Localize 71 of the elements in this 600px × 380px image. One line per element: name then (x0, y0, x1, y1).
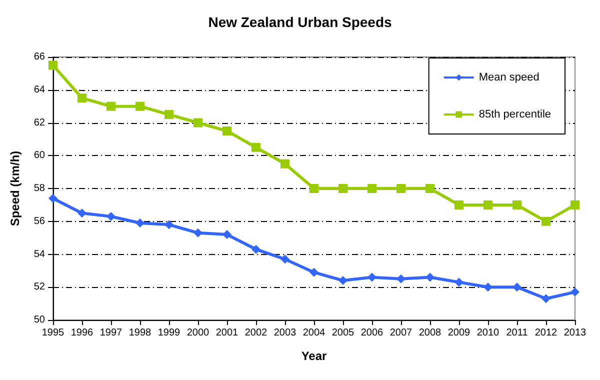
point (136, 102, 144, 111)
x-tick-label: 1998 (128, 328, 152, 338)
x-tick-label: 2007 (390, 328, 413, 338)
point (368, 184, 376, 193)
point (164, 220, 174, 230)
point (252, 142, 260, 152)
point (252, 244, 260, 254)
chart-title: New Zealand Urban Speeds (208, 14, 392, 30)
point (454, 278, 464, 287)
x-tick-label: 2012 (534, 328, 558, 338)
y-tick-label: 50 (34, 314, 46, 326)
point (48, 194, 58, 203)
y-tick-label: 64 (34, 84, 46, 96)
y-tick-label: 66 (34, 52, 46, 62)
x-tick-label: 2010 (476, 328, 500, 338)
point (396, 184, 406, 193)
point (542, 294, 550, 304)
legend-label: Mean speed (478, 72, 540, 84)
point (338, 184, 348, 193)
x-tick-label: 1997 (100, 328, 123, 338)
x-tick-label: 1995 (42, 328, 65, 338)
x-tick-label: 1996 (70, 328, 94, 338)
point (222, 126, 232, 136)
x-tick-label: 2005 (332, 328, 355, 338)
point (106, 212, 116, 221)
x-tick-label: 2006 (360, 328, 384, 338)
y-tick-label: 56 (34, 216, 46, 227)
point (484, 200, 492, 210)
y-tick-label: 60 (34, 150, 46, 162)
x-tick-label: 2000 (186, 328, 210, 338)
x-tick-label: 1999 (158, 328, 181, 338)
point (338, 276, 348, 286)
point (426, 184, 434, 193)
point (368, 272, 376, 282)
point (280, 254, 290, 264)
y-tick-label: 62 (34, 117, 46, 128)
point (164, 110, 174, 120)
x-tick-label: 2009 (448, 328, 471, 338)
point (194, 118, 202, 128)
point (136, 218, 144, 228)
point (310, 184, 318, 193)
y-tick-label: 58 (34, 183, 46, 194)
x-tick-label: 2004 (302, 328, 326, 338)
x-tick-label: 2001 (216, 328, 239, 338)
x-tick-label: 2008 (418, 328, 442, 338)
point (512, 282, 522, 292)
x-tick-label: 2002 (244, 328, 268, 338)
y-tick-label: 54 (34, 248, 46, 260)
point (484, 282, 492, 292)
x-tick-label: 2011 (506, 328, 528, 338)
point (570, 200, 580, 210)
point (454, 200, 464, 210)
point (426, 272, 434, 282)
point (280, 159, 290, 168)
point (512, 200, 522, 210)
point (78, 208, 86, 218)
point (396, 274, 406, 284)
y-axis-title: Speed (km/h) (8, 150, 22, 226)
x-axis-title: Year (301, 349, 328, 363)
x-tick-label: 2013 (564, 328, 587, 338)
point (106, 102, 116, 111)
point (222, 230, 232, 240)
legend-label: 85th percentile (478, 108, 552, 120)
y-tick-label: 52 (34, 282, 46, 293)
point (310, 268, 318, 277)
point (542, 216, 550, 226)
point (194, 228, 202, 238)
point (48, 60, 58, 70)
point (78, 94, 86, 103)
x-tick-label: 2003 (274, 328, 297, 338)
point (570, 288, 580, 297)
